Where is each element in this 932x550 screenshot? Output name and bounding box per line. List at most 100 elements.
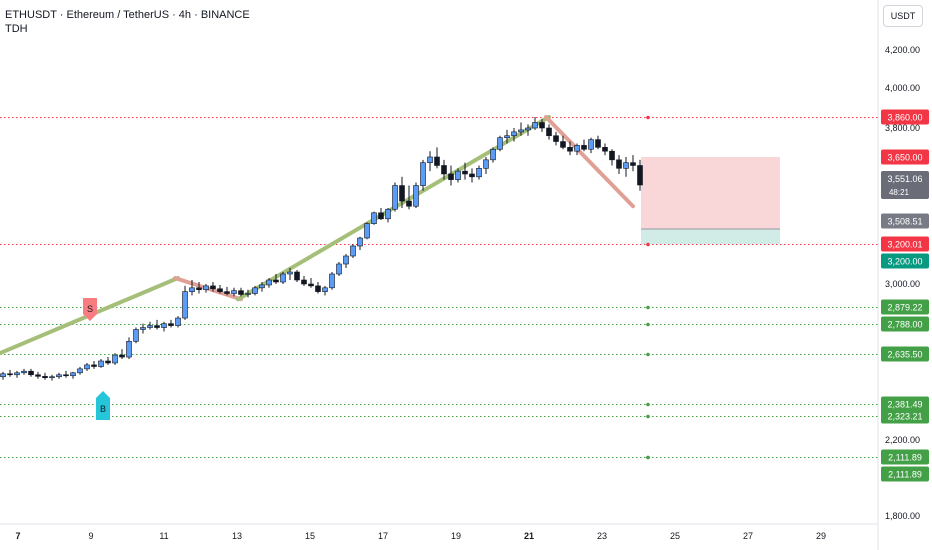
buy-signal-marker[interactable] [96,391,110,420]
candle[interactable] [336,263,342,275]
sell-signal-marker[interactable] [83,298,97,321]
candle[interactable] [406,200,412,207]
candle[interactable] [56,374,62,378]
candle[interactable] [245,293,251,295]
support-level-badge[interactable] [881,316,929,332]
candle[interactable] [301,279,307,285]
candle[interactable] [392,185,398,210]
candle[interactable] [539,122,545,129]
candle[interactable] [532,122,538,129]
candle[interactable] [21,370,27,374]
candle[interactable] [469,173,475,178]
candle[interactable] [224,291,230,294]
stop-price-badge[interactable] [881,149,929,165]
support-level-badge[interactable] [881,396,929,412]
candle[interactable] [630,162,636,166]
candle[interactable] [126,341,132,358]
candle[interactable] [329,273,335,289]
candle[interactable] [182,291,188,319]
currency-button[interactable]: USDT [883,5,923,27]
candle[interactable] [203,285,209,291]
candle[interactable] [98,360,104,367]
candle[interactable] [238,290,244,295]
candle[interactable] [91,364,97,367]
candle[interactable] [252,287,258,294]
candle[interactable] [462,170,468,175]
candle[interactable] [280,273,286,283]
candle[interactable] [609,150,615,161]
resistance-level-badge[interactable] [881,109,929,125]
candle[interactable] [315,285,321,292]
candle[interactable] [483,159,489,169]
candle[interactable] [364,223,370,239]
candle[interactable] [28,370,34,376]
candle[interactable] [476,168,482,178]
candle[interactable] [70,372,76,377]
candle[interactable] [266,279,272,286]
candle[interactable] [560,141,566,148]
candle[interactable] [273,279,279,283]
candle[interactable] [574,145,580,152]
candle[interactable] [553,135,559,142]
candle[interactable] [217,288,223,292]
candle[interactable] [567,147,573,152]
candle[interactable] [154,325,160,328]
candle[interactable] [168,323,174,326]
candle[interactable] [511,131,517,137]
candle[interactable] [371,212,377,224]
candle[interactable] [49,376,55,379]
candle[interactable] [602,147,608,152]
candle[interactable] [161,323,167,328]
candle[interactable] [259,284,265,289]
candle[interactable] [413,185,419,207]
candle[interactable] [189,287,195,292]
candle[interactable] [294,271,300,281]
candle[interactable] [147,325,153,328]
candle[interactable] [140,327,146,330]
candle[interactable] [119,354,125,358]
candle[interactable] [112,354,118,364]
candle[interactable] [357,237,363,247]
candle[interactable] [637,165,643,186]
candle[interactable] [581,145,587,150]
candle[interactable] [42,376,48,379]
candle[interactable] [497,137,503,150]
candle[interactable] [448,173,454,180]
candle[interactable] [287,271,293,275]
candle[interactable] [133,329,139,342]
take-profit-zone[interactable] [641,229,780,244]
candle[interactable] [0,373,6,378]
candle[interactable] [35,374,41,377]
candle[interactable] [490,148,496,161]
candle[interactable] [7,373,13,376]
candle[interactable] [196,287,202,291]
candle[interactable] [77,368,83,374]
candle[interactable] [84,364,90,370]
candle[interactable] [623,162,629,169]
candle[interactable] [546,127,552,137]
candle[interactable] [441,165,447,175]
target-price-badge[interactable] [881,253,929,269]
support-level-badge[interactable] [881,346,929,362]
candle[interactable] [427,156,433,163]
candle[interactable] [455,170,461,180]
candle[interactable] [504,135,510,138]
candle[interactable] [343,255,349,265]
candle[interactable] [378,212,384,220]
current-price-badge[interactable] [881,171,929,199]
candle[interactable] [322,287,328,292]
resistance-level-badge[interactable] [881,236,929,252]
candle[interactable] [518,129,524,133]
candle[interactable] [14,372,20,376]
candle[interactable] [588,139,594,150]
candle[interactable] [308,283,314,287]
candle[interactable] [210,285,216,290]
support-level-badge[interactable] [881,466,929,482]
candle[interactable] [525,127,531,131]
symbol-title[interactable]: ETHUSDT · Ethereum / TetherUS · 4h · BIN… [5,9,250,21]
indicator-name[interactable]: TDH [5,23,28,35]
candle[interactable] [616,159,622,169]
support-level-badge[interactable] [881,449,929,465]
candle[interactable] [399,185,405,202]
support-level-badge[interactable] [881,299,929,315]
